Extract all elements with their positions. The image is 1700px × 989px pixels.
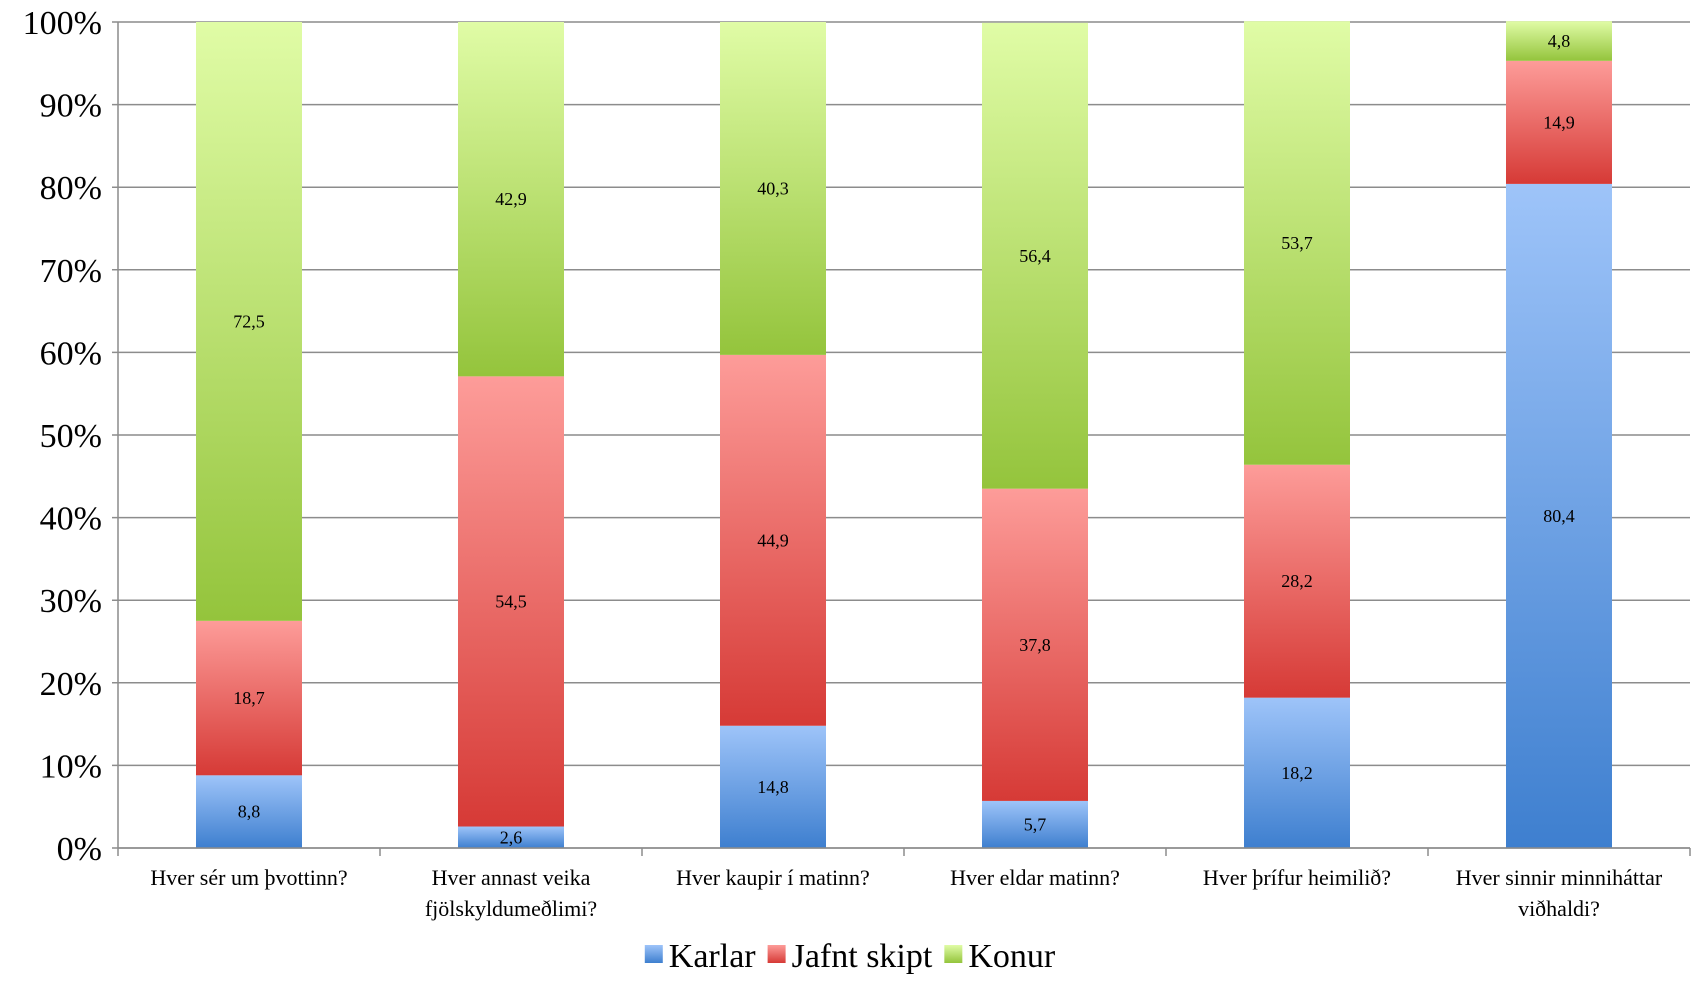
- y-tick-label: 60%: [40, 335, 102, 372]
- bar-segment: [720, 22, 826, 355]
- bar-segment: [458, 826, 564, 848]
- data-label: 37,8: [1019, 635, 1051, 655]
- y-tick-label: 10%: [40, 748, 102, 785]
- data-label: 14,8: [757, 777, 789, 797]
- y-tick-label: 90%: [40, 88, 102, 125]
- data-label: 72,5: [233, 311, 265, 331]
- data-label: 80,4: [1543, 506, 1575, 526]
- data-label: 44,9: [757, 530, 789, 550]
- data-label: 14,9: [1543, 112, 1575, 132]
- bar-segment: [1506, 21, 1612, 61]
- bar-segment: [196, 620, 302, 776]
- data-label: 56,4: [1019, 246, 1051, 266]
- legend-swatch: [644, 945, 663, 963]
- y-tick-label: 80%: [40, 170, 102, 207]
- y-tick-label: 40%: [40, 501, 102, 538]
- y-tick-label: 30%: [40, 583, 102, 620]
- bar-segment: [1506, 183, 1612, 848]
- bar-segment: [458, 376, 564, 827]
- data-label: 18,7: [233, 688, 265, 708]
- bar-segment: [982, 488, 1088, 801]
- legend-label: Karlar: [669, 938, 757, 975]
- bar-segment: [720, 354, 826, 726]
- data-label: 2,6: [500, 827, 523, 847]
- gridlines: [112, 21, 1690, 849]
- bars: 8,8 18,7 72,5 2,6 54,5 42,9 14,8 44,9 40,3 5,7 37,…: [196, 21, 1612, 848]
- y-tick-label: 20%: [40, 666, 102, 703]
- data-label: 28,2: [1281, 571, 1313, 591]
- bar-segment: [1244, 21, 1350, 465]
- legend-item: Konur: [944, 938, 1056, 975]
- y-tick-label: 0%: [57, 831, 102, 868]
- bar-segment: [196, 775, 302, 848]
- x-tick-label: viðhaldi?: [1518, 896, 1600, 921]
- x-tick-label: Hver sér um þvottinn?: [150, 865, 347, 890]
- bar-segment: [720, 725, 826, 848]
- x-tick-label: Hver eldar matinn?: [950, 865, 1120, 890]
- bar-segment: [458, 22, 564, 377]
- legend: Karlar Jafnt skipt Konur: [644, 938, 1056, 975]
- y-axis: 0% 10% 20% 30% 40% 50% 60% 70% 80% 90% 100%: [23, 5, 119, 868]
- data-label: 53,7: [1281, 233, 1313, 253]
- x-tick-label: Hver sinnir minniháttar: [1456, 865, 1663, 890]
- data-label: 40,3: [757, 178, 789, 198]
- bar-segment: [1244, 464, 1350, 698]
- legend-item: Karlar: [644, 938, 757, 975]
- x-tick-label: Hver kaupir í matinn?: [676, 865, 870, 890]
- x-tick-label: fjölskyldumeðlimi?: [425, 896, 597, 921]
- y-tick-label: 100%: [23, 5, 102, 42]
- x-tick-label: Hver annast veika: [432, 865, 591, 890]
- x-axis: Hver sér um þvottinn? Hver annast veika fj…: [117, 847, 1691, 921]
- bar-segment: [196, 22, 302, 621]
- data-label: 18,2: [1281, 763, 1313, 783]
- bar-segment: [982, 800, 1088, 848]
- bar-segment: [1244, 697, 1350, 848]
- legend-swatch: [767, 945, 786, 963]
- bar-segment: [1506, 60, 1612, 184]
- y-tick-label: 50%: [40, 418, 102, 455]
- legend-swatch: [944, 945, 963, 963]
- data-label: 8,8: [238, 802, 261, 822]
- data-label: 5,7: [1024, 814, 1047, 834]
- data-label: 54,5: [495, 591, 527, 611]
- legend-label: Konur: [968, 938, 1056, 975]
- bar-segment: [982, 22, 1088, 489]
- legend-label: Jafnt skipt: [792, 938, 933, 975]
- x-tick-label: Hver þrífur heimilið?: [1203, 865, 1391, 890]
- legend-item: Jafnt skipt: [767, 938, 933, 975]
- data-label: 4,8: [1548, 31, 1571, 51]
- data-label: 42,9: [495, 189, 527, 209]
- y-tick-label: 70%: [40, 253, 102, 290]
